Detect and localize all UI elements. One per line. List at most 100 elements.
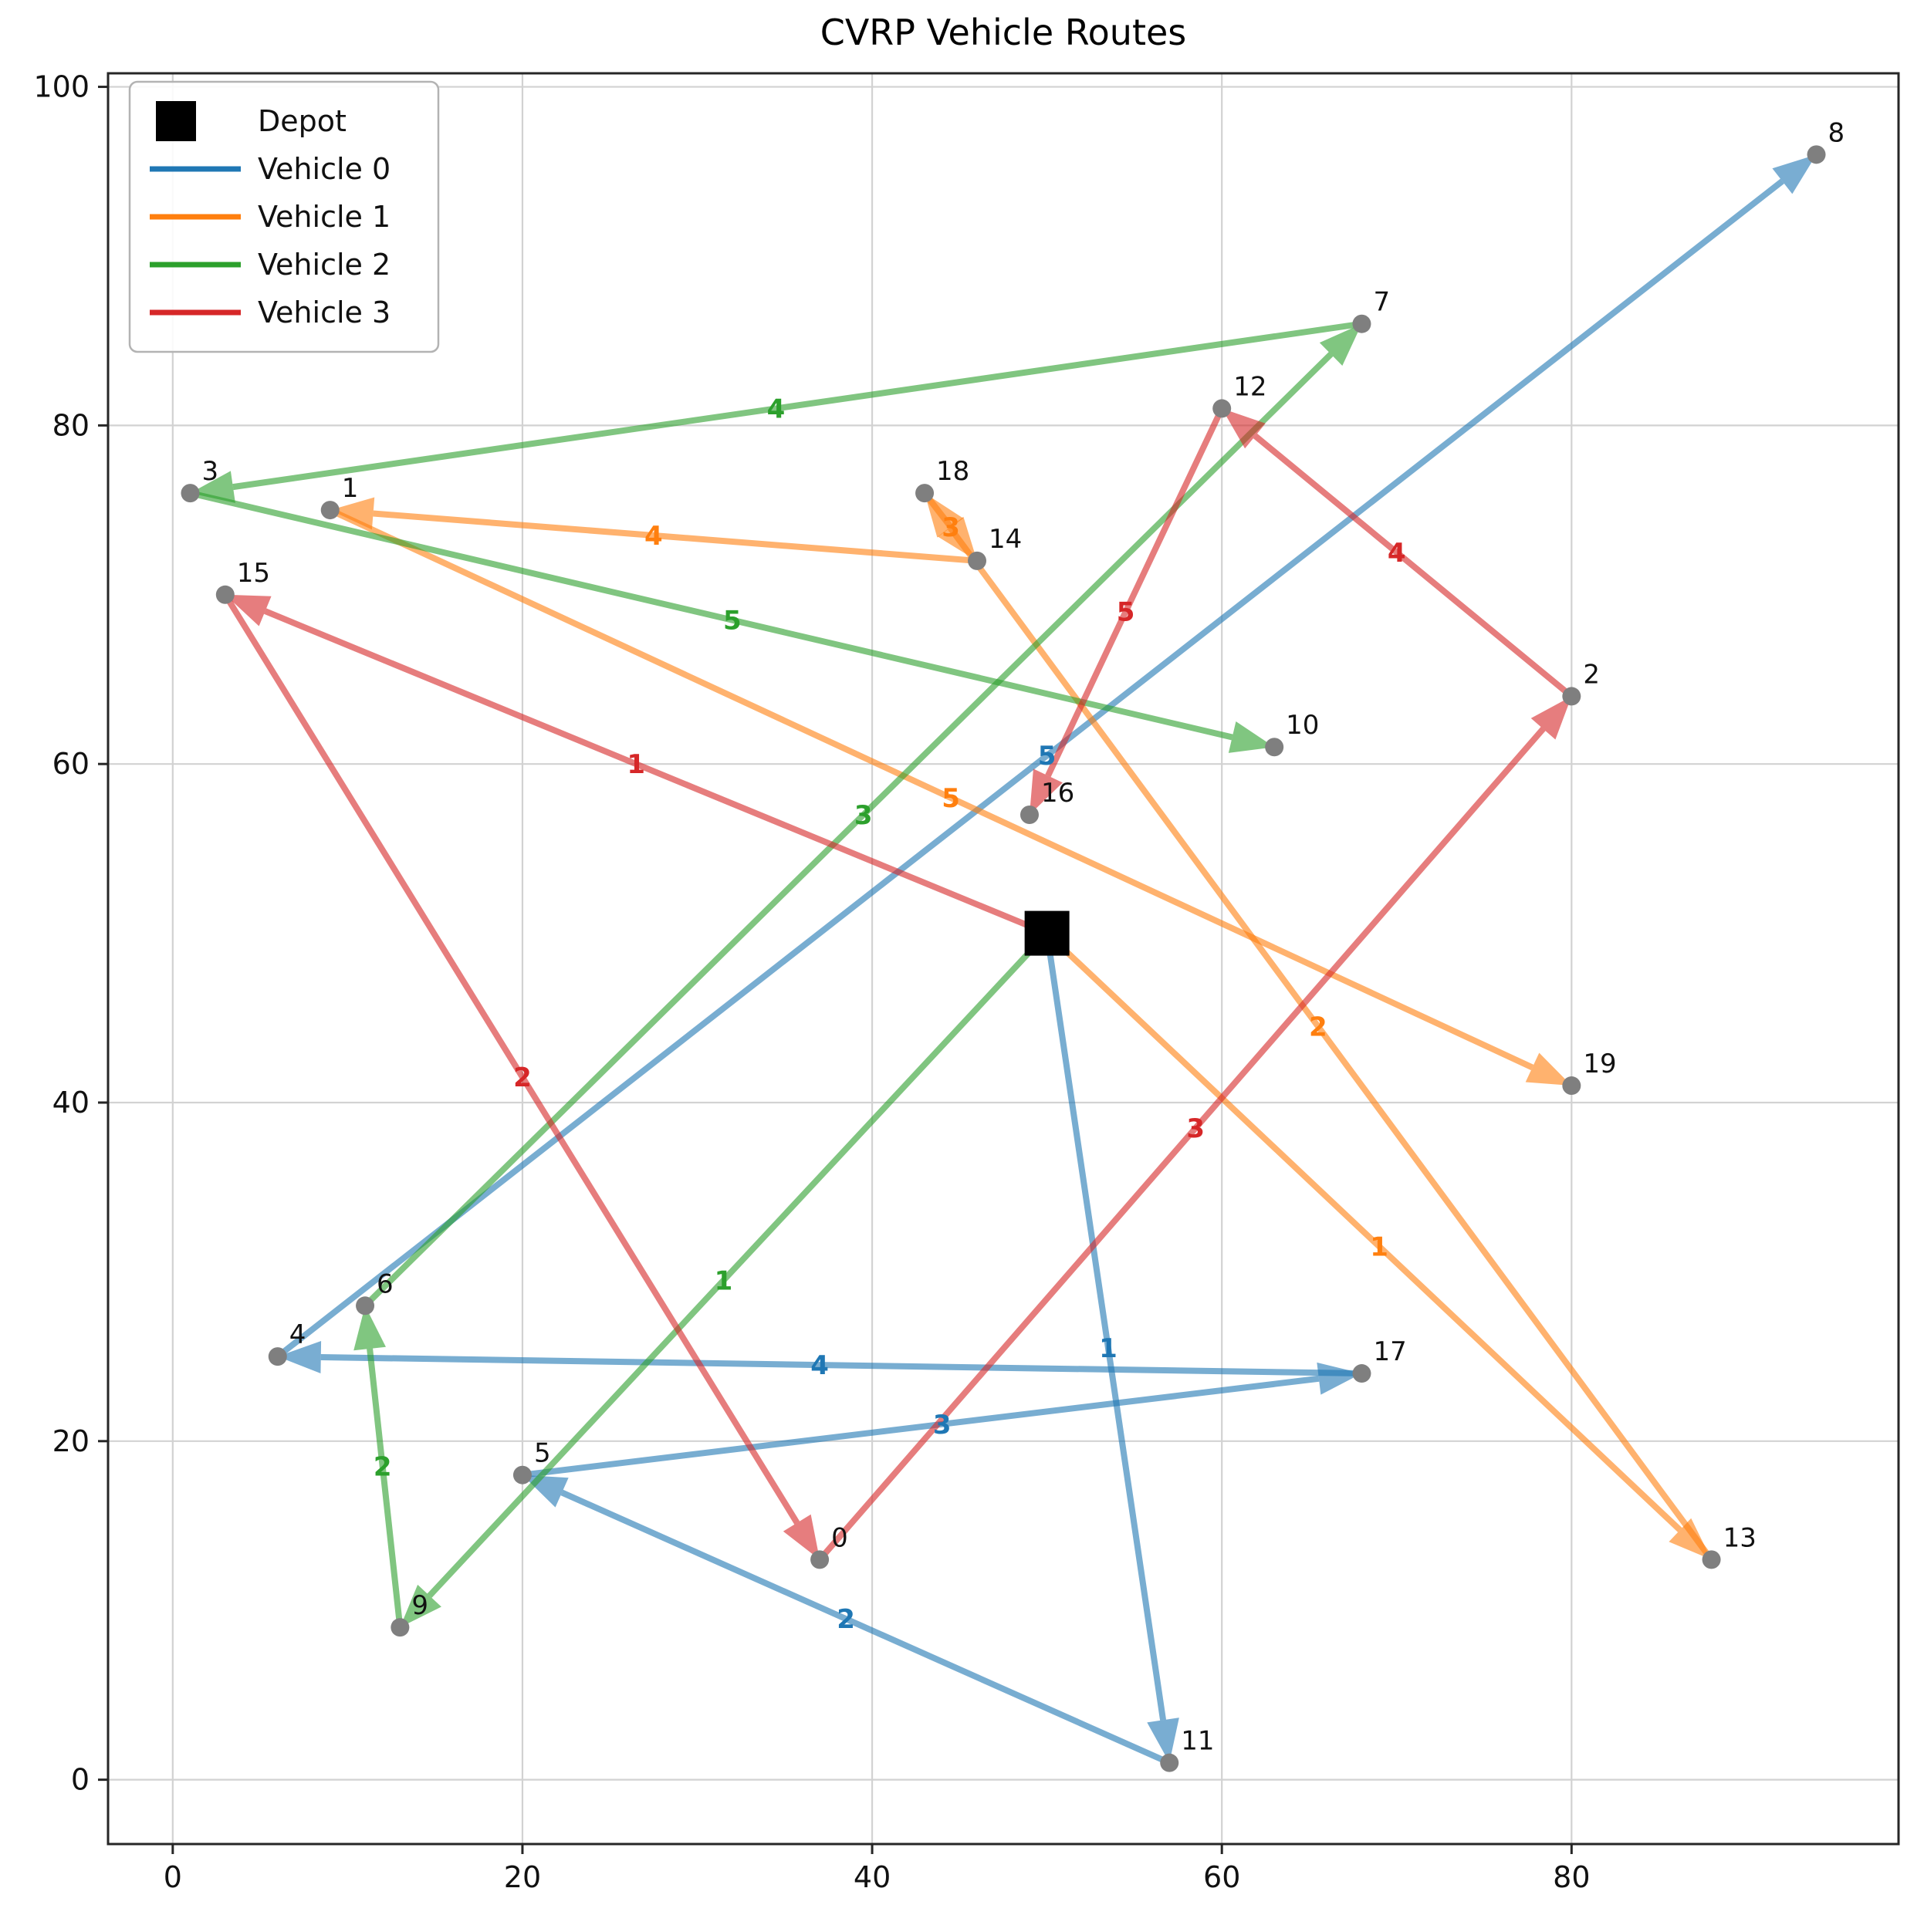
legend-label-3: Vehicle 2 — [258, 248, 391, 282]
customer-node-1 — [320, 501, 340, 520]
customer-label-10: 10 — [1286, 710, 1319, 741]
route-1-step-label: 1 — [1370, 1231, 1388, 1262]
route-1-step-label: 2 — [1309, 1012, 1327, 1042]
route-0-edge-2 — [560, 1489, 1171, 1766]
customer-label-7: 7 — [1373, 287, 1390, 318]
customer-node-16 — [1019, 806, 1039, 825]
route-1-edge-4 — [373, 510, 978, 564]
route-2-edge-1 — [427, 931, 1050, 1598]
customer-label-12: 12 — [1233, 371, 1266, 402]
route-2-step-label: 1 — [715, 1265, 733, 1296]
legend-box — [128, 80, 440, 353]
route-2-step-label: 4 — [767, 393, 786, 424]
route-1-edge-5 — [329, 507, 1534, 1071]
route-0-step-label: 4 — [810, 1350, 829, 1381]
customer-node-19 — [1562, 1076, 1581, 1096]
route-2-step-label: 2 — [374, 1452, 392, 1483]
customer-node-5 — [512, 1465, 532, 1484]
x-tick-label: 40 — [854, 1860, 891, 1894]
route-0-arrowhead-1 — [1147, 1718, 1179, 1763]
x-tick-label: 0 — [164, 1860, 182, 1894]
customer-node-17 — [1352, 1364, 1371, 1383]
route-1-edge-1 — [1044, 931, 1682, 1532]
customer-node-8 — [1807, 145, 1826, 164]
y-tick-label: 20 — [52, 1424, 90, 1458]
axes-layer — [98, 72, 1900, 1854]
customer-label-0: 0 — [831, 1522, 848, 1553]
customer-node-13 — [1702, 1550, 1721, 1569]
x-tick-label: 80 — [1553, 1860, 1590, 1894]
legend-depot-marker — [156, 101, 196, 141]
route-0-step-label: 2 — [837, 1604, 855, 1635]
customer-label-11: 11 — [1181, 1726, 1214, 1757]
route-0-step-label: 3 — [933, 1410, 952, 1441]
y-tick-label: 0 — [71, 1763, 90, 1797]
customer-node-7 — [1352, 314, 1371, 333]
customer-label-6: 6 — [377, 1268, 394, 1299]
route-2-arrowhead-5 — [1228, 721, 1275, 753]
customer-node-14 — [968, 551, 987, 570]
customer-node-15 — [215, 585, 235, 604]
route-3-arrowhead-4 — [1222, 408, 1266, 449]
customer-label-14: 14 — [989, 524, 1022, 555]
route-3-edge-5 — [1045, 407, 1225, 778]
route-0-step-label: 1 — [1099, 1333, 1118, 1364]
route-2-step-label: 3 — [854, 800, 873, 831]
customer-label-8: 8 — [1828, 117, 1845, 148]
route-0-step-label: 5 — [1038, 741, 1057, 772]
y-tick-label: 100 — [33, 70, 90, 104]
route-3-step-label: 5 — [1117, 597, 1135, 628]
customer-node-0 — [810, 1550, 830, 1569]
customer-node-3 — [181, 484, 200, 503]
customer-node-4 — [268, 1347, 287, 1366]
customer-label-2: 2 — [1583, 659, 1600, 690]
route-2-edge-2 — [367, 1348, 404, 1628]
route-2-step-label: 5 — [723, 606, 742, 637]
customer-node-11 — [1160, 1753, 1179, 1772]
route-1-arrowhead-5 — [1525, 1052, 1572, 1086]
y-tick-label: 60 — [52, 747, 90, 781]
route-3-edge-3 — [817, 727, 1546, 1562]
customer-node-18 — [915, 484, 935, 503]
route-0-edge-5 — [276, 178, 1784, 1359]
customer-node-6 — [356, 1296, 375, 1316]
routes-layer — [189, 154, 1817, 1766]
customer-label-13: 13 — [1723, 1522, 1757, 1553]
route-3-arrowhead-5 — [1029, 768, 1063, 816]
route-3-step-label: 2 — [513, 1062, 532, 1093]
route-3-arrowhead-2 — [783, 1514, 820, 1560]
route-1-arrowhead-4 — [330, 497, 375, 530]
route-1-step-label: 5 — [942, 783, 960, 814]
y-tick-label: 40 — [52, 1086, 90, 1120]
customer-label-4: 4 — [289, 1319, 306, 1350]
customer-label-3: 3 — [201, 456, 218, 487]
customer-node-9 — [391, 1618, 410, 1637]
customer-label-17: 17 — [1373, 1336, 1406, 1367]
legend-label-2: Vehicle 1 — [258, 200, 391, 234]
route-3-step-label: 4 — [1388, 538, 1406, 569]
x-tick-label: 60 — [1203, 1860, 1240, 1894]
route-1-step-label: 4 — [644, 521, 663, 552]
route-3-arrowhead-1 — [225, 594, 272, 627]
customer-node-2 — [1562, 687, 1581, 706]
legend-label-1: Vehicle 0 — [258, 152, 391, 186]
route-0-arrowhead-5 — [1772, 154, 1817, 194]
route-0-edge-3 — [522, 1375, 1320, 1478]
depot-marker — [1024, 910, 1070, 956]
customer-label-19: 19 — [1583, 1049, 1616, 1079]
x-tick-label: 20 — [504, 1860, 541, 1894]
legend-label-4: Vehicle 3 — [258, 296, 391, 329]
customer-label-5: 5 — [534, 1438, 551, 1469]
customer-label-16: 16 — [1041, 778, 1074, 809]
customer-node-12 — [1212, 399, 1232, 418]
y-tick-label: 80 — [52, 408, 90, 442]
route-0-edge-4 — [320, 1353, 1362, 1377]
route-3-step-label: 1 — [627, 749, 645, 780]
customer-label-1: 1 — [342, 473, 359, 504]
route-2-edge-4 — [232, 320, 1363, 491]
customer-node-10 — [1265, 738, 1284, 757]
route-3-edge-2 — [222, 593, 800, 1525]
route-2-arrowhead-2 — [353, 1305, 386, 1351]
